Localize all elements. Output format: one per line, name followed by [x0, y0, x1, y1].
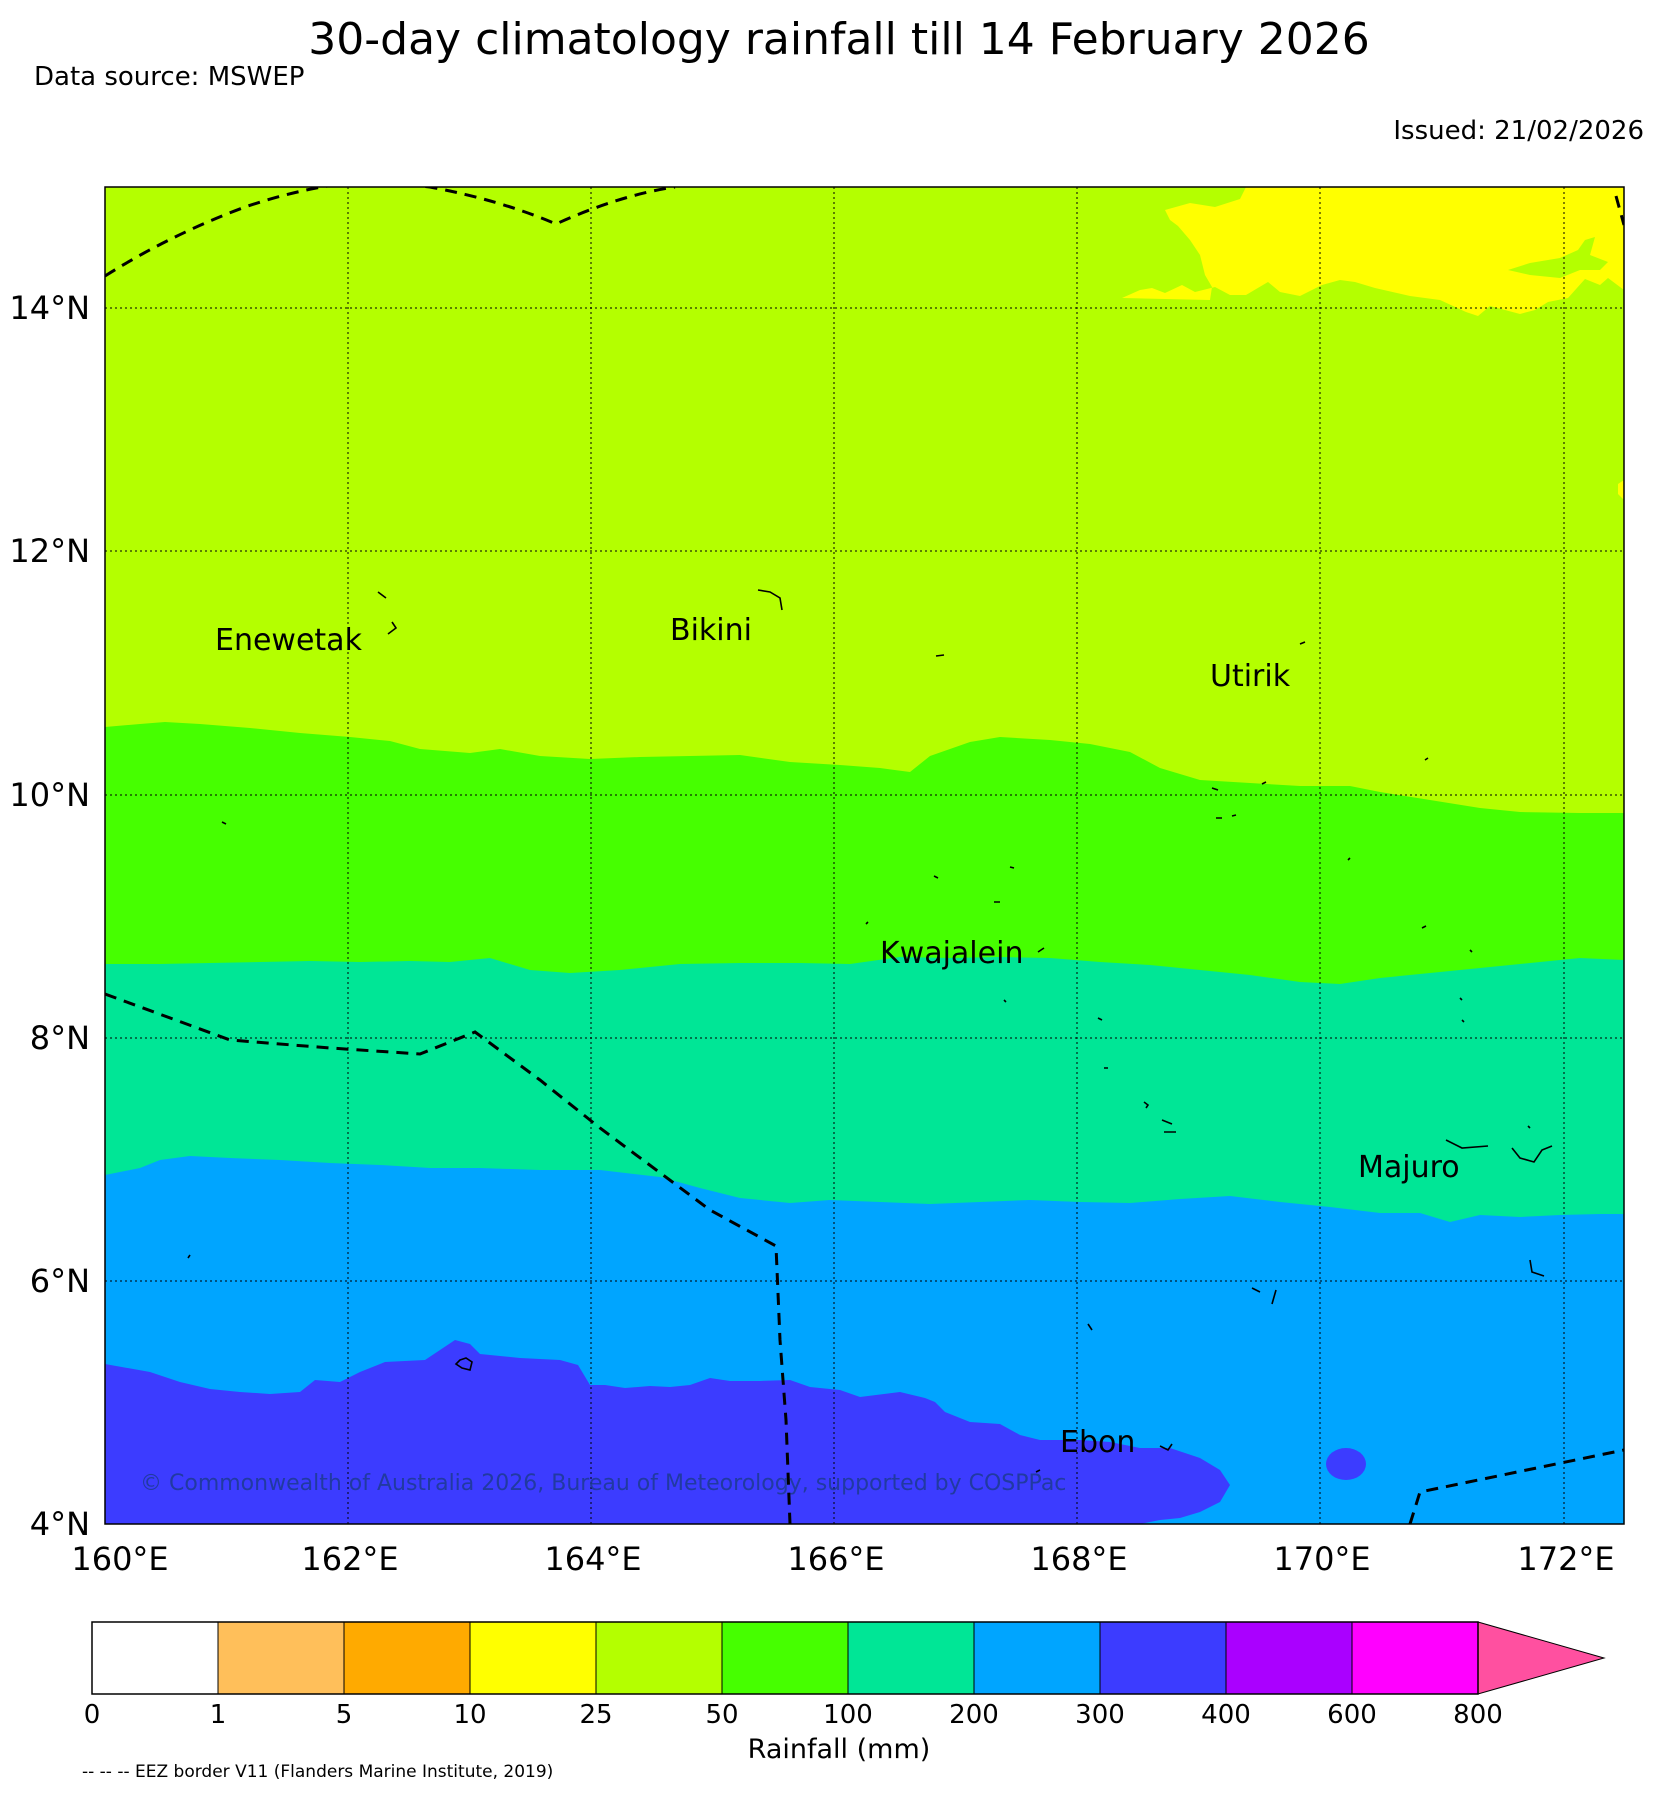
colorbar-swatch: [1099, 1621, 1227, 1695]
colorbar-swatch: [1225, 1621, 1353, 1695]
issued-date: Issued: 21/02/2026: [1393, 116, 1644, 146]
colorbar-swatch: [343, 1621, 471, 1695]
lon-tick-160e: 160°E: [71, 1540, 168, 1578]
lon-tick-166e: 166°E: [787, 1540, 884, 1578]
colorbar-swatch: [721, 1621, 849, 1695]
band-10-25: [1122, 187, 1624, 316]
map-title: 30-day climatology rainfall till 14 Febr…: [308, 14, 1370, 65]
colorbar-tick-label: 300: [1075, 1700, 1125, 1730]
colorbar-swatch: [217, 1621, 345, 1695]
label-ebon: Ebon: [1060, 1425, 1135, 1460]
colorbar-tick-label: 1: [209, 1700, 227, 1730]
rainfall-contours: [105, 187, 1624, 1524]
data-source-label: Data source: MSWEP: [34, 62, 305, 92]
lat-tick-6n: 6°N: [30, 1262, 90, 1300]
label-bikini: Bikini: [670, 613, 752, 648]
graticule: [105, 187, 1624, 1524]
lat-tick-10n: 10°N: [9, 776, 90, 814]
colorbar-tick-label: 25: [579, 1700, 613, 1730]
colorbar-tick-label: 10: [453, 1700, 487, 1730]
colorbar-tick-label: 600: [1327, 1700, 1377, 1730]
eez-legend-note: -- -- -- EEZ border V11 (Flanders Marine…: [82, 1762, 554, 1782]
colorbar-tick-label: 5: [335, 1700, 353, 1730]
lon-tick-162e: 162°E: [301, 1540, 398, 1578]
colorbar-swatch: [91, 1621, 219, 1695]
colorbar-frame: [91, 1621, 1479, 1695]
colorbar-swatch: [469, 1621, 597, 1695]
lat-tick-4n: 4°N: [30, 1505, 90, 1543]
atoll-outlines: [187, 589, 1553, 1473]
lon-tick-170e: 170°E: [1273, 1540, 1370, 1578]
colorbar-swatch: [973, 1621, 1101, 1695]
band-300-400-patch: [1326, 1448, 1366, 1480]
copyright-notice: © Commonwealth of Australia 2026, Bureau…: [140, 1471, 1066, 1496]
lon-tick-164e: 164°E: [544, 1540, 641, 1578]
colorbar: [91, 1621, 1606, 1695]
colorbar-swatch: [847, 1621, 975, 1695]
colorbar-title: Rainfall (mm): [747, 1734, 931, 1765]
label-kwajalein: Kwajalein: [880, 936, 1023, 971]
lon-tick-168e: 168°E: [1030, 1540, 1127, 1578]
label-enewetak: Enewetak: [215, 623, 363, 658]
colorbar-swatch: [1351, 1621, 1479, 1695]
band-25-50-inlet: [1508, 237, 1608, 278]
colorbar-tick-label: 100: [823, 1700, 873, 1730]
colorbar-tick-label: 400: [1201, 1700, 1251, 1730]
map-frame: [104, 186, 1625, 1525]
colorbar-extend-arrow: [1477, 1621, 1606, 1695]
colorbar-tick-label: 50: [705, 1700, 739, 1730]
band-300-400: [105, 1340, 1230, 1524]
label-majuro: Majuro: [1358, 1150, 1460, 1185]
eez-border: [105, 187, 1624, 1524]
colorbar-tick-label: 200: [949, 1700, 999, 1730]
lat-tick-14n: 14°N: [9, 289, 90, 327]
colorbar-tick-label: 800: [1453, 1700, 1503, 1730]
colorbar-swatch: [595, 1621, 723, 1695]
lon-tick-172e: 172°E: [1517, 1540, 1614, 1578]
lat-tick-8n: 8°N: [30, 1019, 90, 1057]
lat-tick-12n: 12°N: [9, 532, 90, 570]
colorbar-tick-label: 0: [83, 1700, 101, 1730]
label-utirik: Utirik: [1210, 659, 1291, 694]
